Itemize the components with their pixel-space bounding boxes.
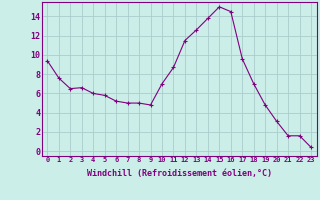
- X-axis label: Windchill (Refroidissement éolien,°C): Windchill (Refroidissement éolien,°C): [87, 169, 272, 178]
